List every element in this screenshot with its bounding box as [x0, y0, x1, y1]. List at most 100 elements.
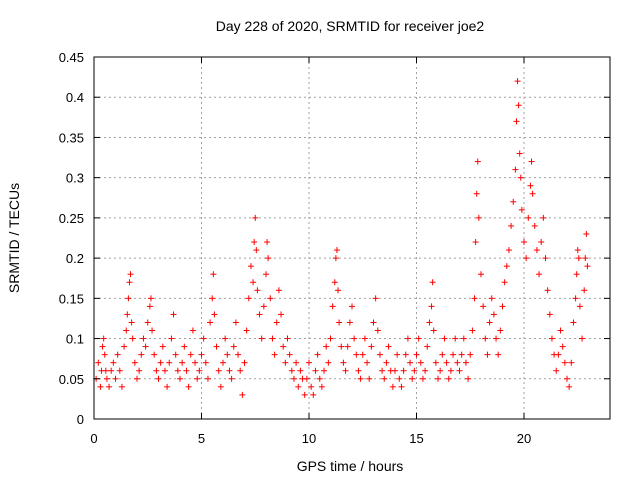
- data-point: [318, 383, 325, 390]
- data-point: [275, 287, 282, 294]
- data-point: [499, 303, 506, 310]
- y-tick-label: 0.45: [59, 50, 84, 65]
- data-point: [462, 359, 469, 366]
- data-point: [271, 351, 278, 358]
- data-point: [207, 319, 214, 326]
- points-layer: [93, 78, 591, 398]
- data-point: [581, 287, 588, 294]
- data-point: [396, 375, 403, 382]
- data-point: [546, 311, 553, 318]
- data-point: [515, 102, 522, 109]
- data-point: [529, 190, 536, 197]
- data-point: [243, 327, 250, 334]
- data-point: [194, 375, 201, 382]
- data-point: [174, 367, 181, 374]
- data-point: [325, 359, 332, 366]
- data-point: [428, 303, 435, 310]
- data-point: [413, 351, 420, 358]
- data-point: [306, 359, 312, 366]
- data-point: [321, 367, 328, 374]
- x-tick-label: 0: [90, 431, 97, 446]
- data-point: [573, 271, 580, 278]
- data-point: [177, 375, 183, 382]
- data-point: [286, 351, 293, 358]
- data-point: [126, 279, 133, 286]
- data-point: [368, 343, 375, 350]
- data-point: [366, 375, 373, 382]
- data-point: [495, 351, 502, 358]
- data-point: [355, 367, 362, 374]
- data-point: [189, 327, 196, 334]
- data-point: [155, 375, 162, 382]
- data-point: [136, 367, 143, 374]
- data-point: [417, 359, 424, 366]
- data-point: [480, 303, 487, 310]
- data-point: [429, 279, 436, 286]
- data-point: [254, 287, 261, 294]
- data-point: [264, 239, 271, 246]
- data-point: [482, 335, 489, 342]
- data-point: [379, 367, 386, 374]
- data-point: [314, 351, 321, 358]
- data-point: [533, 247, 540, 254]
- data-point: [484, 351, 491, 358]
- data-point: [473, 190, 480, 197]
- data-point: [525, 214, 532, 221]
- data-point: [256, 311, 263, 318]
- data-point: [528, 158, 535, 165]
- data-point: [164, 383, 171, 390]
- data-point: [357, 375, 364, 382]
- data-point: [140, 335, 147, 342]
- data-point: [288, 367, 295, 374]
- data-point: [536, 271, 543, 278]
- data-point: [250, 279, 257, 286]
- data-point: [301, 391, 308, 398]
- data-point: [576, 303, 583, 310]
- data-point: [465, 375, 472, 382]
- data-point: [538, 239, 545, 246]
- data-point: [566, 383, 573, 390]
- data-point: [381, 375, 388, 382]
- data-point: [308, 383, 315, 390]
- y-tick-label: 0: [77, 412, 84, 427]
- data-point: [383, 359, 390, 366]
- data-point: [329, 303, 336, 310]
- data-point: [131, 359, 138, 366]
- data-point: [407, 359, 414, 366]
- data-point: [456, 367, 463, 374]
- data-point: [376, 351, 383, 358]
- data-point: [290, 375, 297, 382]
- data-point: [443, 359, 450, 366]
- data-point: [338, 343, 345, 350]
- data-point: [374, 327, 381, 334]
- data-point: [134, 375, 140, 382]
- data-point: [185, 383, 192, 390]
- data-point: [312, 367, 319, 374]
- data-point: [472, 239, 479, 246]
- data-point: [110, 359, 117, 366]
- data-point: [505, 247, 512, 254]
- data-point: [474, 158, 481, 165]
- data-point: [392, 367, 398, 374]
- data-point: [247, 263, 254, 270]
- data-point: [349, 303, 355, 310]
- data-point: [297, 367, 304, 374]
- data-point: [402, 351, 409, 358]
- data-point: [159, 343, 166, 350]
- data-point: [202, 359, 209, 366]
- data-point: [579, 335, 586, 342]
- y-tick-label: 0.4: [66, 90, 84, 105]
- data-point: [333, 247, 340, 254]
- data-point: [245, 295, 252, 302]
- data-point: [523, 255, 530, 262]
- data-point: [251, 239, 258, 246]
- data-point: [295, 383, 302, 390]
- data-point: [516, 150, 523, 157]
- data-point: [220, 359, 226, 366]
- data-point: [200, 335, 207, 342]
- data-point: [215, 367, 222, 374]
- data-point: [419, 375, 426, 382]
- data-point: [517, 174, 524, 181]
- data-point: [226, 367, 233, 374]
